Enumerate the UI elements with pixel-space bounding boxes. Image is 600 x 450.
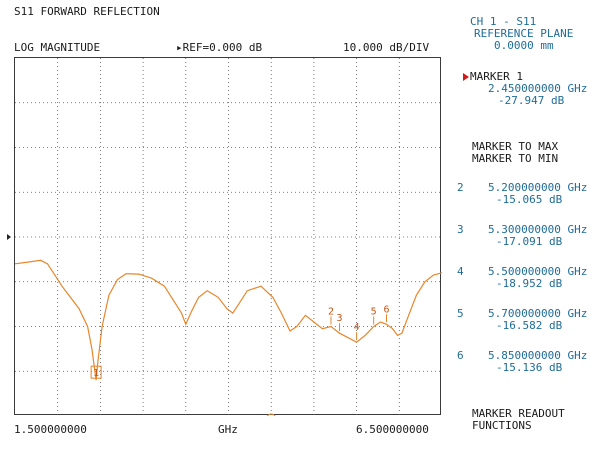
format-label: LOG MAGNITUDE xyxy=(14,41,101,54)
marker-db: -16.582 dB xyxy=(496,319,563,332)
screen-title: S11 FORWARD REFLECTION xyxy=(14,5,160,18)
marker-readout-softkey[interactable]: MARKER READOUT xyxy=(472,407,565,420)
ref-plane-value: 0.0000 mm xyxy=(494,39,554,52)
marker-1-db: -27.947 dB xyxy=(498,94,565,107)
marker-freq: 5.300000000 GHz xyxy=(488,223,588,236)
marker-freq: 5.500000000 GHz xyxy=(488,265,588,278)
marker-1-freq: 2.450000000 GHz xyxy=(488,82,588,95)
stimulus-marker-icon xyxy=(266,413,276,416)
marker-1-softkey[interactable]: MARKER 1 xyxy=(470,70,523,83)
active-marker-box[interactable] xyxy=(90,365,102,379)
marker-number[interactable]: 3 xyxy=(457,223,464,236)
marker-label: 6 xyxy=(383,304,389,315)
marker-number[interactable]: 5 xyxy=(457,307,464,320)
marker-freq: 5.850000000 GHz xyxy=(488,349,588,362)
marker-label: 3 xyxy=(337,313,343,324)
marker-db: -18.952 dB xyxy=(496,277,563,290)
x-start-label: 1.500000000 xyxy=(14,423,87,436)
active-marker-arrow-icon xyxy=(463,73,469,81)
x-stop-label: 6.500000000 xyxy=(356,423,429,436)
marker-label: 1 xyxy=(93,368,99,379)
marker-number[interactable]: 4 xyxy=(457,265,464,278)
marker-to-min-softkey[interactable]: MARKER TO MIN xyxy=(472,152,559,165)
marker-label: 4 xyxy=(354,322,360,333)
marker-freq: 5.200000000 GHz xyxy=(488,181,588,194)
marker-to-max-softkey[interactable]: MARKER TO MAX xyxy=(472,140,559,153)
marker-readout-softkey-line2[interactable]: FUNCTIONS xyxy=(472,419,532,432)
marker-label: 2 xyxy=(328,307,334,318)
trace-line xyxy=(15,259,442,381)
marker-db: -15.136 dB xyxy=(496,361,563,374)
marker-freq: 5.700000000 GHz xyxy=(488,307,588,320)
marker-number[interactable]: 2 xyxy=(457,181,464,194)
ref-plane-label: REFERENCE PLANE xyxy=(474,27,574,40)
marker-label: 5 xyxy=(371,307,377,318)
x-unit-label: GHz xyxy=(218,423,238,436)
channel-label: CH 1 - S11 xyxy=(470,15,537,28)
marker-number[interactable]: 6 xyxy=(457,349,464,362)
marker-db: -15.065 dB xyxy=(496,193,563,206)
ref-value: REF=0.000 dB xyxy=(182,41,263,54)
scale-label: 10.000 dB/DIV xyxy=(343,41,430,54)
marker-db: -17.091 dB xyxy=(496,235,563,248)
ref-level-arrow-icon xyxy=(7,234,11,240)
ref-label: ▸REF=0.000 dB xyxy=(176,41,263,54)
